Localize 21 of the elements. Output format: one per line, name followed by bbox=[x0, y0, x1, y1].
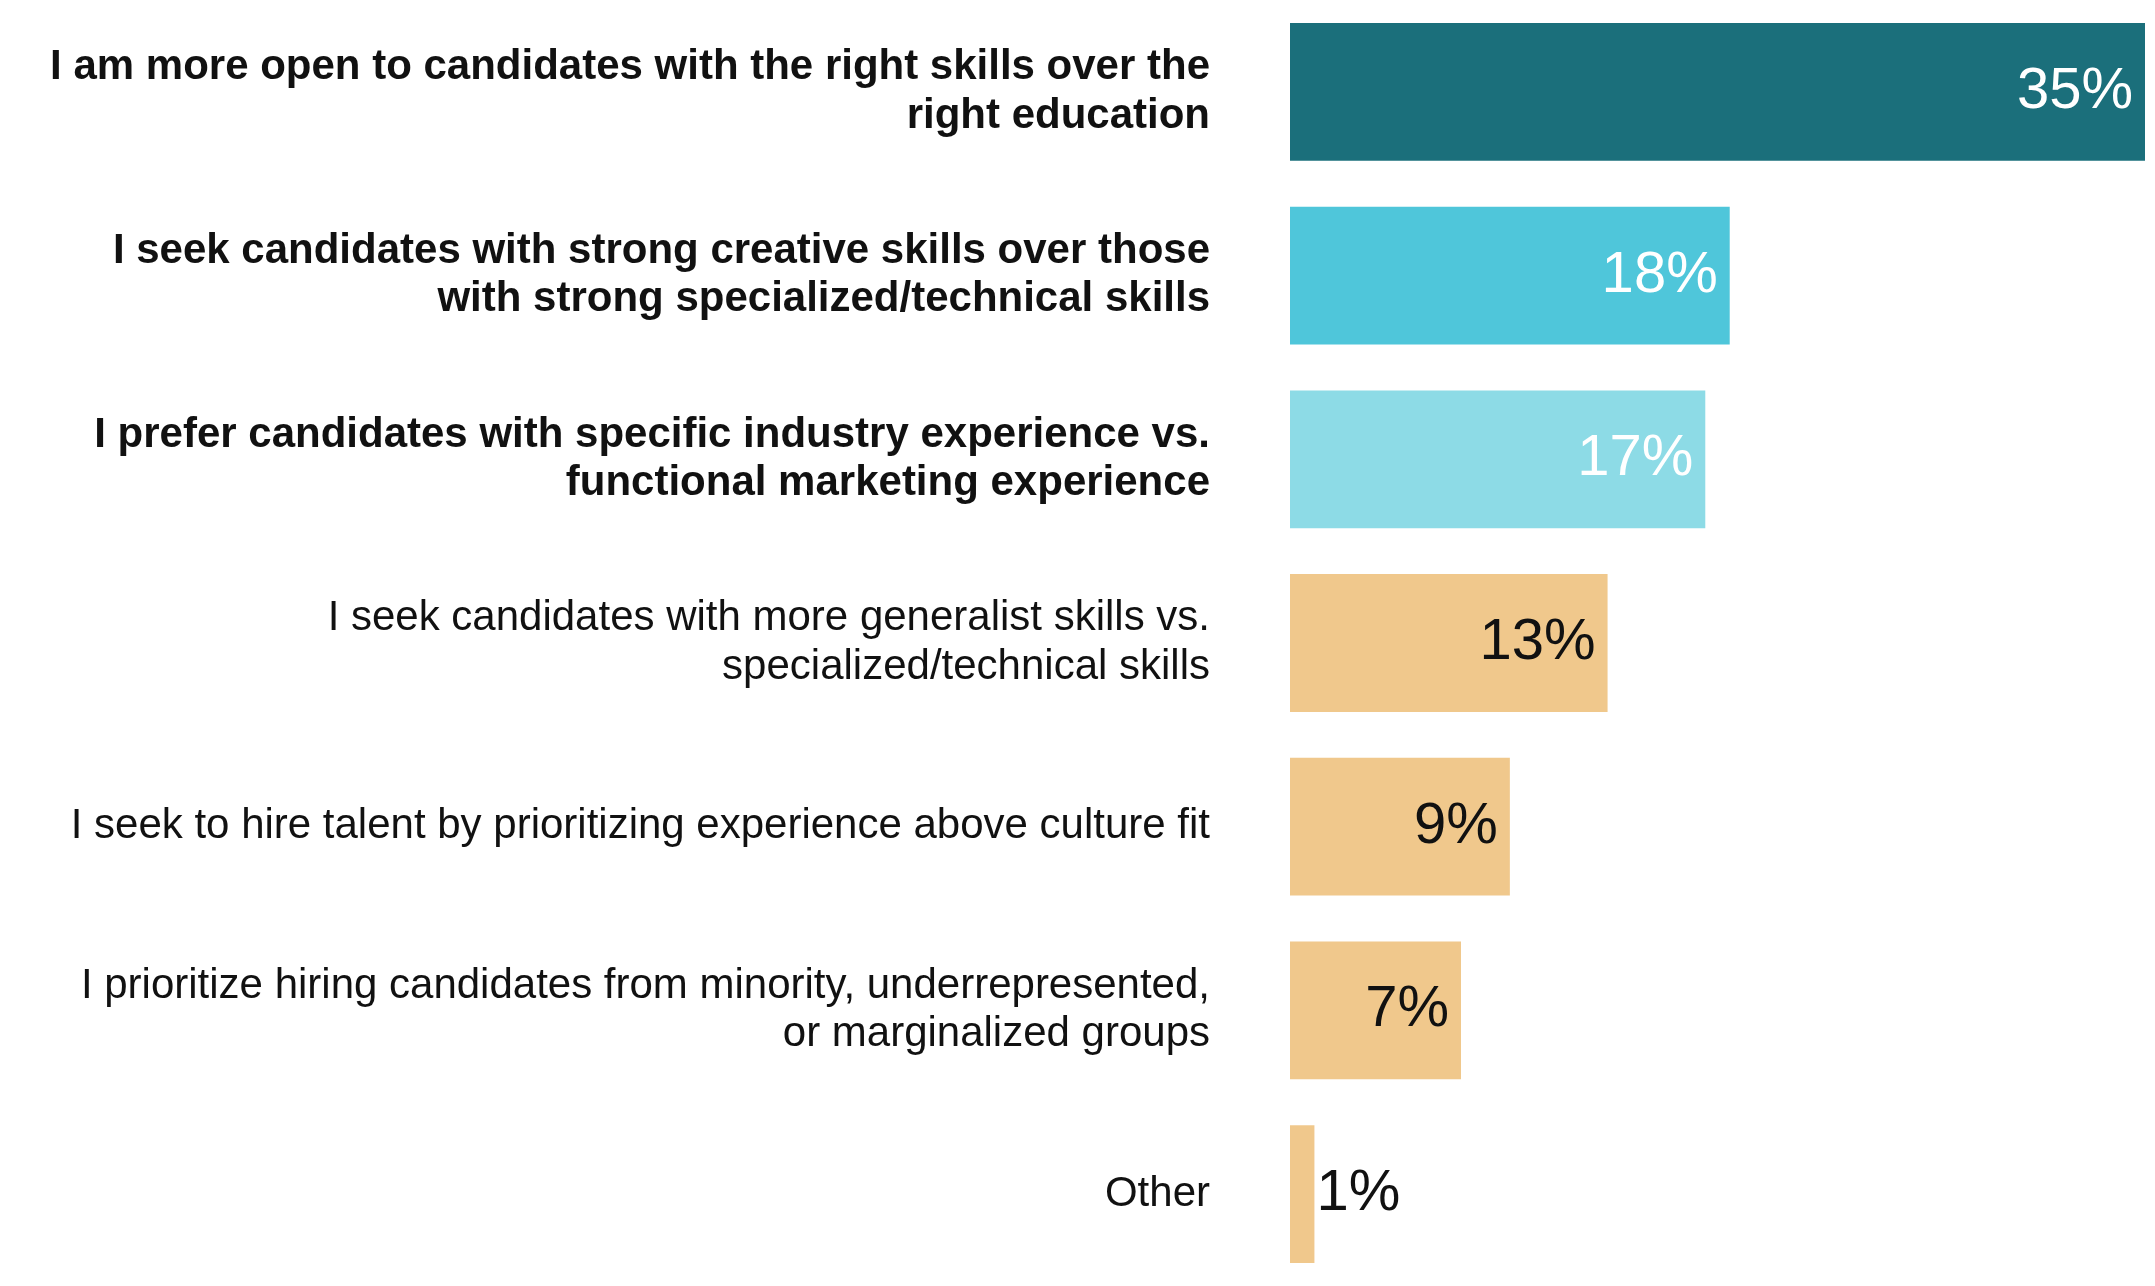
data-label: 17% bbox=[1577, 422, 1694, 488]
bar bbox=[1290, 206, 1730, 345]
bar bbox=[1290, 22, 2145, 161]
data-label: 1% bbox=[1316, 1157, 1401, 1223]
data-label: 7% bbox=[1365, 973, 1449, 1039]
y-tick-label: I seek to hire talent by prioritizing experience above culture fit bbox=[70, 800, 1211, 848]
bar bbox=[1290, 941, 1461, 1080]
data-label: 9% bbox=[1414, 789, 1498, 855]
data-label: 35% bbox=[2016, 54, 2133, 120]
y-tick-label: I am more open to candidates with the right skills over the right education bbox=[50, 41, 1210, 137]
y-tick-label: I prioritize hiring candidates from minority, underrepresented, or marginalized groups bbox=[80, 959, 1210, 1056]
bar bbox=[1290, 1125, 1315, 1264]
y-tick-label: Other bbox=[1104, 1167, 1211, 1215]
y-tick-label: I seek candidates with more generalist skills vs. specialized/technical skills bbox=[327, 592, 1210, 688]
y-tick-label: I seek candidates with strong creative skills over those with strong specialized/technical skills bbox=[112, 225, 1210, 321]
bar bbox=[1290, 757, 1510, 896]
bar bbox=[1290, 390, 1706, 529]
data-label: 13% bbox=[1479, 606, 1596, 671]
data-label: 18% bbox=[1601, 238, 1718, 304]
bar bbox=[1290, 574, 1608, 712]
y-tick-label: I prefer candidates with specific industry experience vs. functional marketing experience bbox=[94, 408, 1210, 505]
